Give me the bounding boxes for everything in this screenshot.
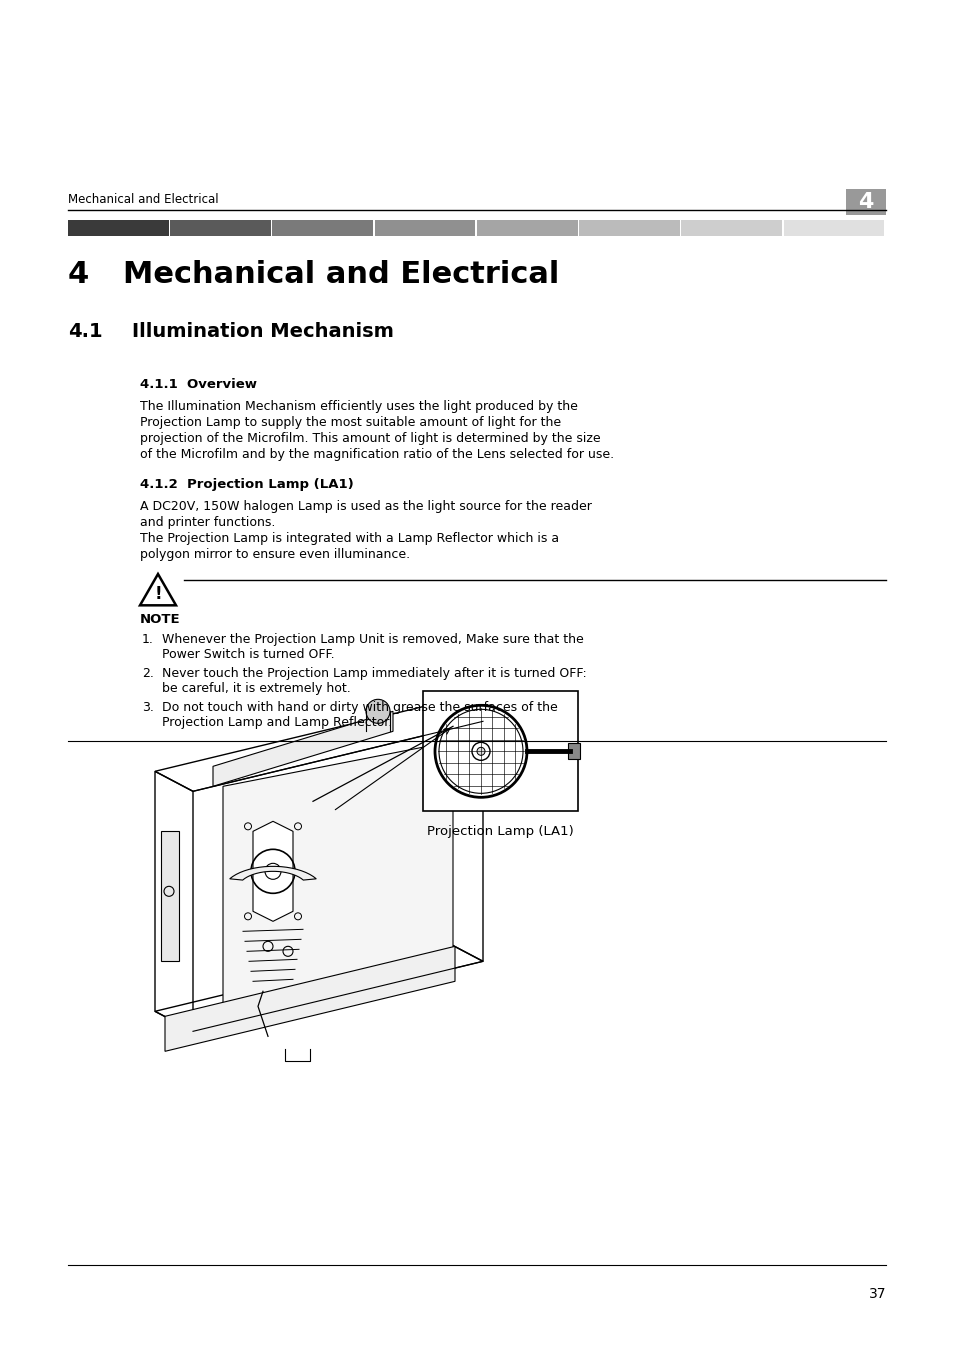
Text: The Projection Lamp is integrated with a Lamp Reflector which is a: The Projection Lamp is integrated with a… bbox=[140, 532, 558, 544]
Text: 4.1.1  Overview: 4.1.1 Overview bbox=[140, 378, 256, 390]
Text: Projection Lamp to supply the most suitable amount of light for the: Projection Lamp to supply the most suita… bbox=[140, 416, 560, 430]
Text: Projection Lamp and Lamp Reflector.: Projection Lamp and Lamp Reflector. bbox=[162, 716, 392, 730]
Text: Illumination Mechanism: Illumination Mechanism bbox=[132, 322, 394, 340]
Text: !: ! bbox=[154, 585, 162, 603]
Text: polygon mirror to ensure even illuminance.: polygon mirror to ensure even illuminanc… bbox=[140, 549, 410, 561]
Text: projection of the Microfilm. This amount of light is determined by the size: projection of the Microfilm. This amount… bbox=[140, 432, 600, 444]
Bar bbox=[476, 220, 578, 236]
Text: 4.1.2  Projection Lamp (LA1): 4.1.2 Projection Lamp (LA1) bbox=[140, 478, 354, 490]
Bar bbox=[783, 220, 883, 236]
Text: 1.: 1. bbox=[142, 634, 153, 646]
Text: 3.: 3. bbox=[142, 701, 153, 715]
Text: be careful, it is extremely hot.: be careful, it is extremely hot. bbox=[162, 682, 351, 696]
Bar bbox=[273, 220, 373, 236]
Bar bbox=[170, 220, 271, 236]
Bar bbox=[375, 220, 475, 236]
Text: 4: 4 bbox=[858, 192, 873, 212]
Bar bbox=[845, 189, 885, 215]
Bar bbox=[68, 220, 169, 236]
Circle shape bbox=[472, 742, 490, 761]
Bar bbox=[578, 220, 679, 236]
Text: Mechanical and Electrical: Mechanical and Electrical bbox=[123, 259, 558, 289]
Bar bbox=[161, 831, 179, 962]
Polygon shape bbox=[253, 821, 293, 921]
Text: 2.: 2. bbox=[142, 667, 153, 681]
Bar bbox=[422, 692, 578, 812]
Text: 4: 4 bbox=[68, 259, 90, 289]
Polygon shape bbox=[213, 712, 393, 786]
Text: Whenever the Projection Lamp Unit is removed, Make sure that the: Whenever the Projection Lamp Unit is rem… bbox=[162, 634, 583, 646]
Circle shape bbox=[476, 747, 484, 755]
Text: Power Switch is turned OFF.: Power Switch is turned OFF. bbox=[162, 648, 335, 662]
Text: of the Microfilm and by the magnification ratio of the Lens selected for use.: of the Microfilm and by the magnificatio… bbox=[140, 449, 614, 461]
Polygon shape bbox=[230, 866, 316, 880]
Bar bbox=[567, 743, 579, 759]
Text: Mechanical and Electrical: Mechanical and Electrical bbox=[68, 193, 218, 205]
Text: and printer functions.: and printer functions. bbox=[140, 516, 275, 530]
Circle shape bbox=[366, 700, 390, 723]
Text: The Illumination Mechanism efficiently uses the light produced by the: The Illumination Mechanism efficiently u… bbox=[140, 400, 578, 413]
Text: NOTE: NOTE bbox=[140, 613, 180, 627]
Bar bbox=[680, 220, 781, 236]
Polygon shape bbox=[223, 742, 453, 1021]
Text: 37: 37 bbox=[867, 1288, 885, 1301]
Text: A DC20V, 150W halogen Lamp is used as the light source for the reader: A DC20V, 150W halogen Lamp is used as th… bbox=[140, 500, 591, 513]
Text: Never touch the Projection Lamp immediately after it is turned OFF:: Never touch the Projection Lamp immediat… bbox=[162, 667, 586, 681]
Text: 4.1: 4.1 bbox=[68, 322, 103, 340]
Text: Projection Lamp (LA1): Projection Lamp (LA1) bbox=[427, 825, 574, 839]
Text: Do not touch with hand or dirty with grease the surfaces of the: Do not touch with hand or dirty with gre… bbox=[162, 701, 558, 715]
Polygon shape bbox=[165, 946, 455, 1051]
